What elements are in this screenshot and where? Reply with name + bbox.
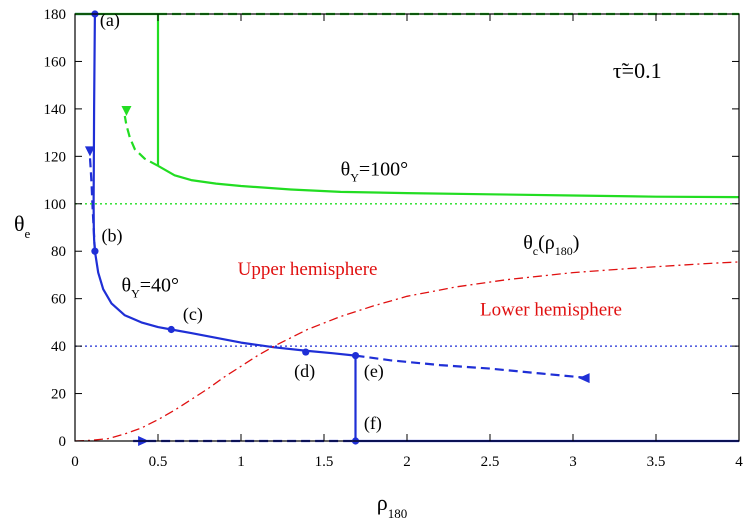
y-tick-label: 120 [44, 149, 67, 165]
y-tick-label: 80 [51, 244, 66, 260]
x-tick-label: 3 [569, 454, 577, 470]
y-tick-label: 20 [51, 387, 66, 403]
data-point-2 [167, 325, 175, 334]
series-line-blue-dashed-4 [355, 354, 590, 380]
x-tick-label: 4 [735, 454, 743, 470]
x-tick-label: 3.5 [647, 454, 666, 470]
annotation-7: θY=100° [341, 158, 409, 184]
series-line-green-solid-12 [157, 164, 740, 199]
y-tick-label: 60 [51, 292, 66, 308]
arrowhead-down-1 [121, 106, 132, 117]
annotation-6: θY=40° [121, 275, 179, 301]
y-axis-label: θe [14, 211, 31, 241]
series-line-green-dashed-13 [123, 115, 159, 167]
data-point-4 [351, 352, 360, 360]
series-line-blue-solid-1 [92, 13, 96, 252]
series-line-red-dashdot-15 [74, 261, 740, 442]
annotation-2: (c) [183, 304, 203, 325]
points-layer [91, 10, 360, 445]
annotation-1: (b) [102, 226, 123, 247]
annotation-4: (e) [364, 361, 384, 382]
x-axis-label: ρ180 [377, 490, 407, 521]
annotation-5: (f) [364, 413, 382, 434]
annotation-9: Upper hemisphere [238, 259, 378, 280]
annotation-11: τ̃=0.1 [613, 58, 662, 83]
arrowhead-down-0 [84, 146, 95, 157]
y-tick-label: 40 [51, 339, 66, 355]
annotations-layer: (a) (b) (c) (d) (e) (f) θY=40° θY=100° θc(ρ180) U… [100, 10, 662, 434]
ticks-layer: 0 0.5 1 1.5 2 2.5 3 3.5 402040608010012014016018… [44, 7, 744, 470]
annotation-3: (d) [294, 361, 315, 382]
x-tick-label: 2.5 [481, 454, 500, 470]
annotation-10: Lower hemisphere [480, 299, 622, 320]
x-tick-label: 0 [71, 454, 79, 470]
y-tick-label: 0 [59, 434, 67, 450]
annotation-0: (a) [100, 10, 120, 31]
data-point-1 [91, 247, 99, 255]
y-tick-label: 100 [44, 197, 67, 213]
series-line-blue-dashed-3 [88, 156, 96, 252]
annotation-8: θc(ρ180) [523, 232, 579, 258]
data-point-3 [302, 348, 310, 356]
x-tick-label: 2 [403, 454, 411, 470]
x-tick-label: 1 [237, 454, 245, 470]
x-tick-label: 0.5 [149, 454, 168, 470]
y-tick-label: 160 [44, 54, 67, 70]
y-tick-label: 140 [44, 102, 67, 118]
x-tick-label: 1.5 [315, 454, 334, 470]
y-tick-label: 180 [44, 7, 67, 23]
arrowhead-left-2 [578, 373, 590, 384]
